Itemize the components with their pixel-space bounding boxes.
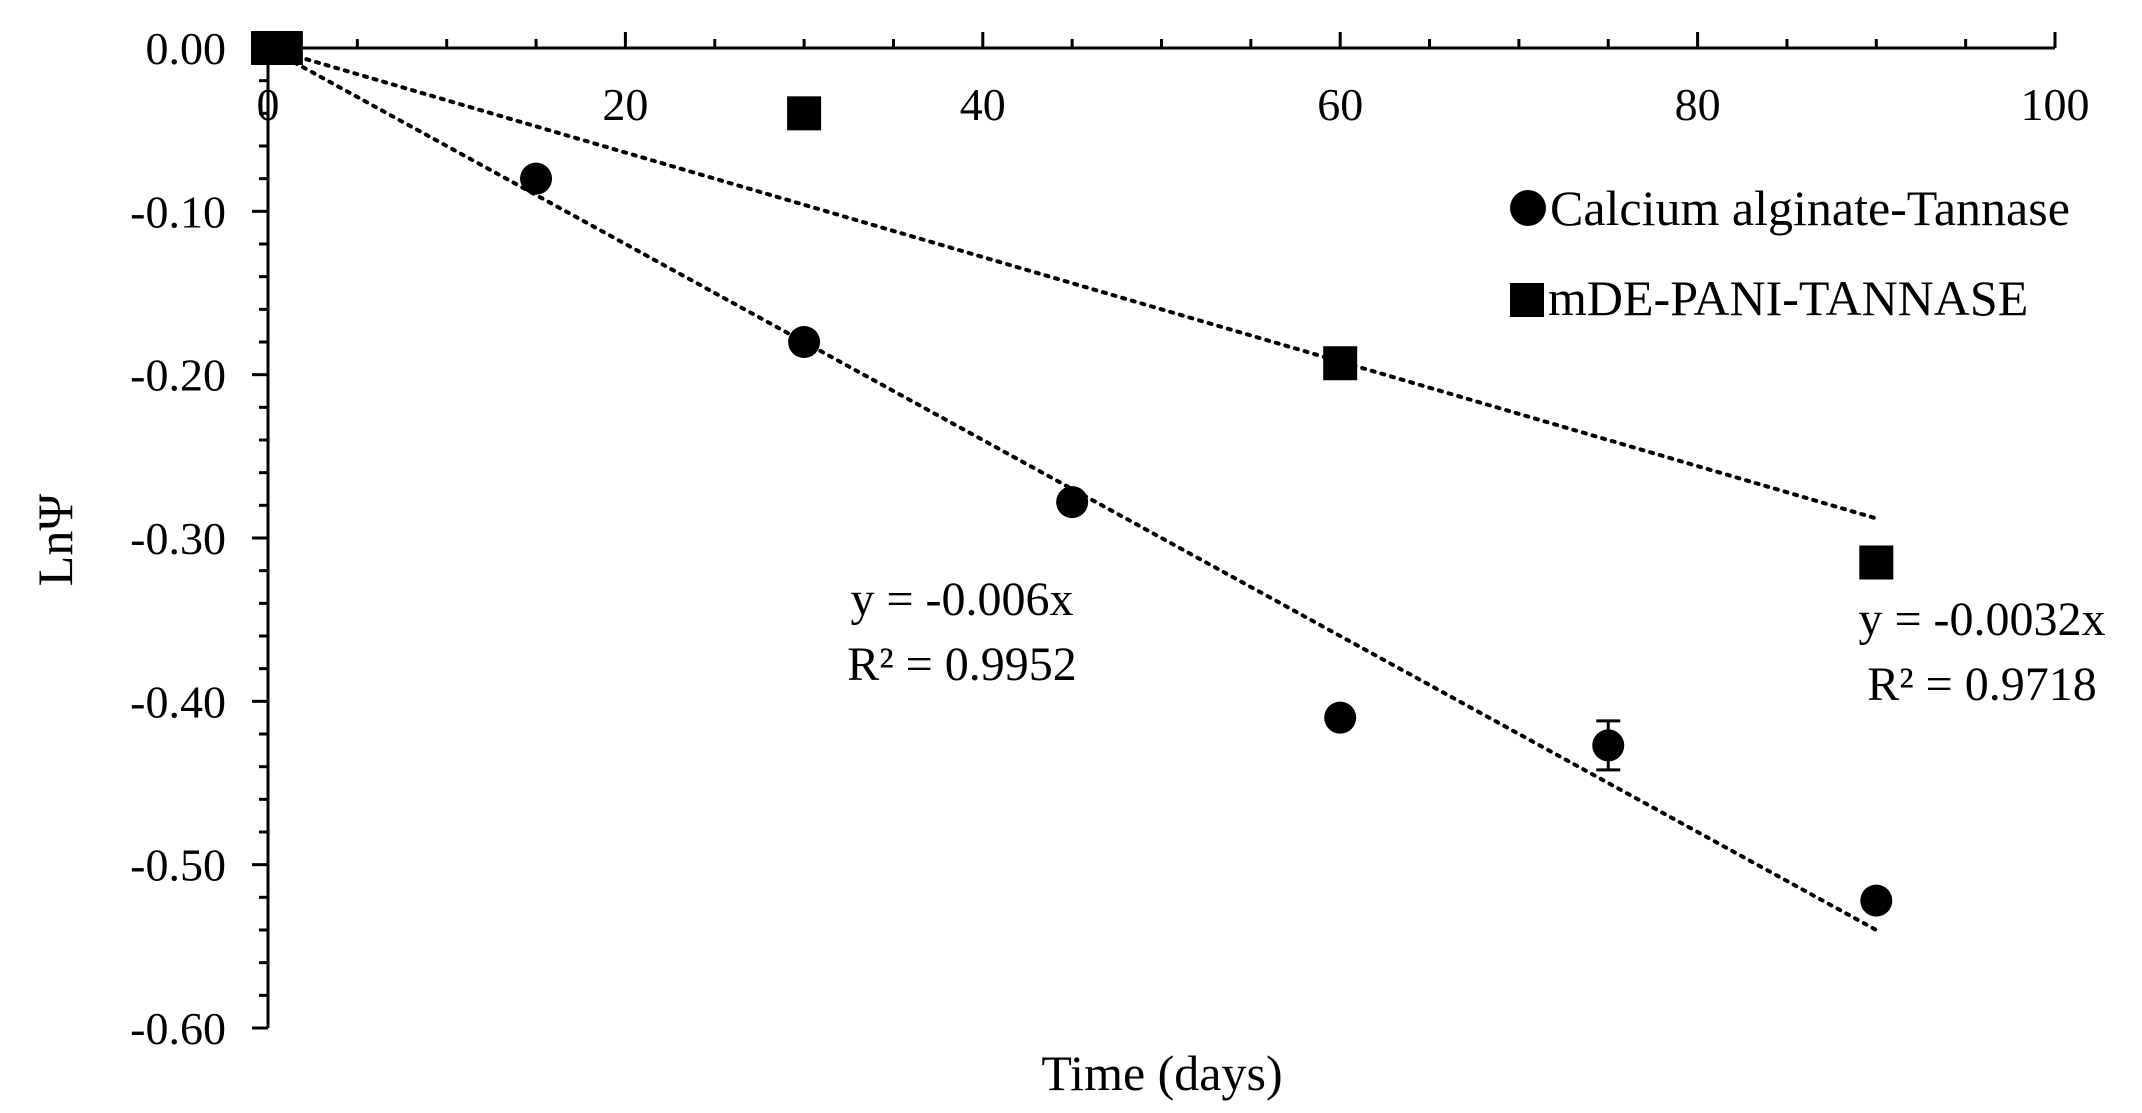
- legend-marker-square: [1510, 283, 1544, 317]
- legend: Calcium alginate-Tannase mDE-PANI-TANNAS…: [1510, 180, 2070, 326]
- x-tick-label: 20: [602, 79, 648, 130]
- y-axis-title: LnΨ: [27, 494, 83, 587]
- y-tick-label: -0.30: [130, 513, 226, 564]
- y-tick-label: -0.50: [130, 840, 226, 891]
- data-point-circle: [1592, 729, 1625, 762]
- axes: 0 20 40 60 80 100 0.00 -0.10 -0.20 -0.30 -0.40 -0.5…: [130, 23, 2089, 1054]
- x-tick-label: 40: [960, 79, 1006, 130]
- data-point-square: [268, 31, 303, 65]
- annotations: Time (days) LnΨ y = -0.006x R² = 0.9952 …: [27, 494, 2106, 1101]
- y-tick-label: 0.00: [146, 23, 227, 74]
- data-point-square: [787, 96, 822, 131]
- data-point-circle: [788, 326, 821, 358]
- data-point-circle: [1324, 701, 1357, 734]
- data-point-circle: [1056, 486, 1089, 519]
- data-point-square: [1859, 545, 1894, 580]
- legend-marker-circle: [1510, 190, 1546, 226]
- trendline-equation-mde-pani: y = -0.0032x: [1858, 593, 2105, 646]
- data-point-circle: [520, 162, 553, 195]
- x-tick-label: 80: [1675, 79, 1721, 130]
- y-tick-label: -0.10: [130, 186, 226, 237]
- data-point-circle: [1860, 884, 1893, 917]
- trendlines: [266, 46, 1879, 932]
- trendline: [266, 46, 1879, 932]
- x-tick-label: 0: [257, 79, 280, 130]
- trendline-r2-calcium-alginate: R² = 0.9952: [847, 638, 1076, 691]
- trendline: [266, 46, 1879, 521]
- legend-label-mde-pani: mDE-PANI-TANNASE: [1548, 270, 2028, 326]
- x-axis-title: Time (days): [1041, 1045, 1282, 1101]
- x-tick-label: 60: [1317, 79, 1363, 130]
- trendline-equation-calcium-alginate: y = -0.006x: [850, 573, 1073, 626]
- legend-label-calcium-alginate: Calcium alginate-Tannase: [1550, 180, 2070, 236]
- y-tick-label: -0.20: [130, 350, 226, 401]
- y-tick-label: -0.60: [130, 1003, 226, 1054]
- data-points: [251, 31, 1894, 917]
- y-tick-label: -0.40: [130, 676, 226, 727]
- data-point-square: [1323, 346, 1358, 381]
- x-tick-label: 100: [2021, 79, 2090, 130]
- trendline-r2-mde-pani: R² = 0.9718: [1867, 658, 2096, 711]
